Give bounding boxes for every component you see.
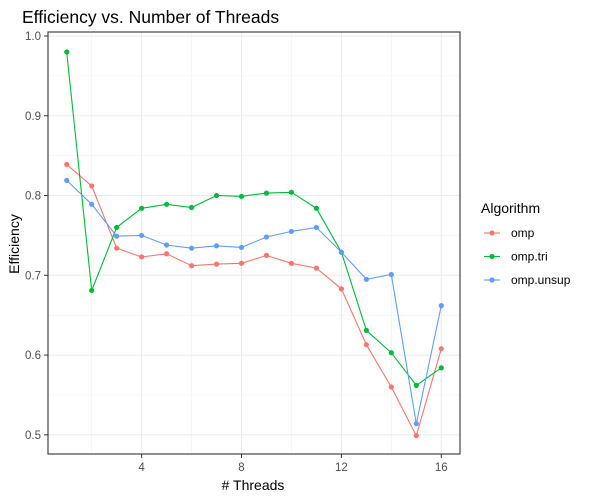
x-tick-label: 12	[335, 462, 348, 474]
series-layer	[64, 49, 444, 439]
plot-border	[47, 31, 461, 455]
data-point	[188, 263, 195, 269]
data-point	[363, 327, 369, 333]
data-point	[388, 384, 394, 390]
data-point	[139, 205, 145, 211]
data-point	[64, 161, 70, 168]
data-point	[288, 260, 295, 266]
data-point	[238, 193, 245, 199]
x-tick-label: 16	[435, 462, 448, 474]
data-point	[288, 189, 295, 195]
series-line	[66, 163, 442, 438]
legend-item-omp.unsup: omp.unsup	[484, 273, 571, 287]
legend-item-omp.tri: omp.tri	[484, 250, 548, 264]
grid-major	[48, 32, 460, 454]
data-point	[114, 233, 120, 239]
y-tick-label: 0.5	[25, 430, 41, 442]
data-point	[89, 201, 95, 207]
data-point	[64, 177, 70, 183]
data-point	[213, 261, 220, 267]
y-axis-title: Efficiency	[6, 214, 22, 274]
data-point	[188, 245, 195, 251]
y-tick-label: 1.0	[25, 31, 41, 43]
data-point	[238, 244, 245, 250]
y-tick-label: 0.6	[25, 350, 41, 362]
data-point	[288, 228, 295, 235]
series-omp.tri	[64, 49, 444, 388]
plot-background	[48, 32, 460, 454]
data-point	[89, 287, 95, 294]
data-point	[263, 234, 270, 240]
data-point	[413, 382, 419, 388]
data-point	[313, 265, 320, 271]
x-tick-label: 4	[138, 462, 145, 474]
legend-key-point	[489, 230, 495, 236]
data-point	[139, 232, 145, 239]
data-point	[363, 276, 369, 282]
data-point	[388, 271, 394, 278]
data-point	[438, 303, 444, 309]
legend-key-point	[489, 253, 495, 260]
data-point	[313, 224, 320, 231]
chart-title: Efficiency vs. Number of Threads	[22, 7, 279, 27]
data-point	[238, 260, 245, 266]
data-point	[438, 346, 444, 352]
data-point	[213, 192, 220, 199]
data-point	[213, 243, 220, 249]
data-point	[64, 49, 70, 55]
data-point	[263, 252, 270, 258]
x-axis-ticks: 4 8 12 16	[138, 454, 448, 474]
plot-area	[48, 32, 460, 454]
x-axis-title: # Threads	[222, 477, 285, 493]
legend: Algorithm omp omp.tri omp.unsup	[481, 200, 571, 287]
y-tick-label: 0.7	[25, 270, 41, 282]
data-point	[114, 224, 120, 231]
legend-label: omp.tri	[511, 250, 548, 264]
data-point	[89, 183, 95, 189]
data-point	[363, 342, 369, 348]
y-tick-label: 0.8	[25, 191, 41, 203]
data-point	[338, 249, 344, 255]
legend-key-point	[489, 277, 495, 283]
legend-title: Algorithm	[481, 200, 540, 216]
data-point	[188, 204, 195, 211]
legend-item-omp: omp	[484, 226, 535, 240]
data-point	[413, 433, 419, 439]
series-omp	[64, 161, 444, 439]
data-point	[388, 350, 394, 356]
series-line	[66, 51, 442, 387]
data-point	[413, 421, 419, 427]
legend-label: omp.unsup	[511, 273, 571, 287]
data-point	[139, 254, 145, 260]
data-point	[263, 190, 270, 196]
y-tick-label: 0.9	[25, 111, 41, 123]
data-point	[164, 251, 170, 257]
series-line	[66, 180, 442, 424]
data-point	[164, 242, 170, 248]
data-point	[338, 286, 344, 292]
x-tick-label: 8	[238, 462, 244, 474]
data-point	[313, 205, 320, 211]
data-point	[164, 201, 170, 207]
y-axis-ticks: 0.5 0.6 0.7 0.8 0.9 1.0	[25, 31, 48, 442]
series-omp.unsup	[64, 177, 444, 427]
data-point	[438, 365, 444, 371]
plot-frame	[47, 31, 461, 455]
data-point	[114, 245, 120, 251]
legend-label: omp	[511, 226, 535, 240]
